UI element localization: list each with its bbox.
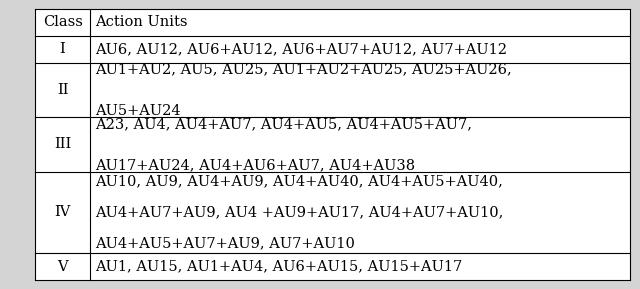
Text: Class: Class xyxy=(43,15,83,29)
Text: Action Units: Action Units xyxy=(95,15,188,29)
Text: AU4+AU5+AU7+AU9, AU7+AU10: AU4+AU5+AU7+AU9, AU7+AU10 xyxy=(95,236,355,250)
Text: AU4+AU7+AU9, AU4 +AU9+AU17, AU4+AU7+AU10,: AU4+AU7+AU9, AU4 +AU9+AU17, AU4+AU7+AU10… xyxy=(95,205,504,219)
Text: AU17+AU24, AU4+AU6+AU7, AU4+AU38: AU17+AU24, AU4+AU6+AU7, AU4+AU38 xyxy=(95,158,415,172)
Text: IV: IV xyxy=(54,205,71,219)
Text: AU1, AU15, AU1+AU4, AU6+AU15, AU15+AU17: AU1, AU15, AU1+AU4, AU6+AU15, AU15+AU17 xyxy=(95,260,462,274)
Text: AU1+AU2, AU5, AU25, AU1+AU2+AU25, AU25+AU26,: AU1+AU2, AU5, AU25, AU1+AU2+AU25, AU25+A… xyxy=(95,62,512,77)
Text: V: V xyxy=(57,260,68,274)
Text: AU6, AU12, AU6+AU12, AU6+AU7+AU12, AU7+AU12: AU6, AU12, AU6+AU12, AU6+AU7+AU12, AU7+A… xyxy=(95,42,507,56)
Text: I: I xyxy=(60,42,65,56)
Text: III: III xyxy=(54,138,71,151)
Text: A23, AU4, AU4+AU7, AU4+AU5, AU4+AU5+AU7,: A23, AU4, AU4+AU7, AU4+AU5, AU4+AU5+AU7, xyxy=(95,117,472,131)
Text: AU5+AU24: AU5+AU24 xyxy=(95,104,180,118)
Text: AU10, AU9, AU4+AU9, AU4+AU40, AU4+AU5+AU40,: AU10, AU9, AU4+AU9, AU4+AU40, AU4+AU5+AU… xyxy=(95,175,503,188)
Text: II: II xyxy=(57,83,68,97)
